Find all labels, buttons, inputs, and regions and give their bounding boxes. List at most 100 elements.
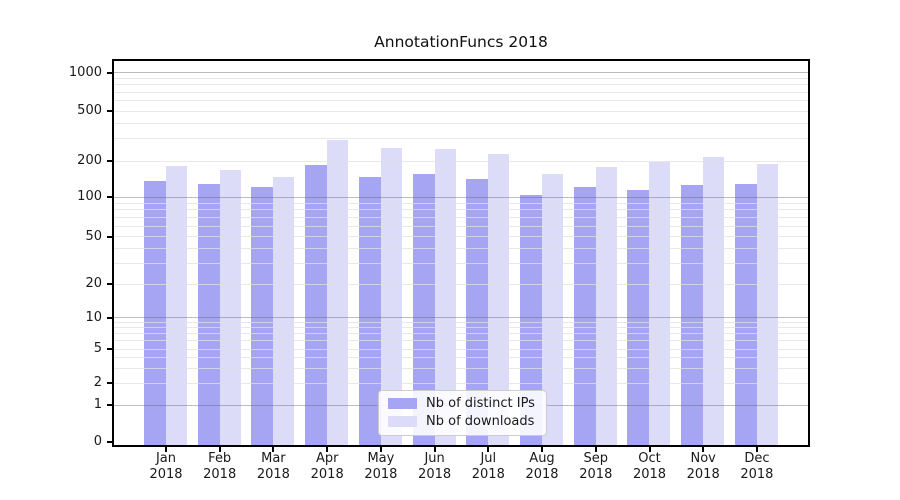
bar-nb-of-distinct-ips-mar-2018 xyxy=(251,186,274,445)
x-tick-label-jan-2018: Jan 2018 xyxy=(134,451,198,483)
x-tick-mark-aug xyxy=(541,447,543,452)
x-tick-label-jun-2018: Jun 2018 xyxy=(403,451,467,483)
month-name: Nov xyxy=(690,451,716,466)
x-tick-mark-oct xyxy=(648,447,651,452)
legend-item-distinct-ips: Nb of distinct IPs xyxy=(388,396,536,411)
bar-nb-of-distinct-ips-nov-2018 xyxy=(681,184,704,445)
y-tick-mark-50 xyxy=(107,235,113,238)
x-tick-label-dec-2018: Dec 2018 xyxy=(725,451,789,483)
y-tick-mark-200 xyxy=(107,160,113,162)
month-year: 2018 xyxy=(418,467,452,482)
x-tick-mark-sep xyxy=(594,447,597,452)
y-tick-label-1000: 1000 xyxy=(68,64,102,80)
legend-item-downloads: Nb of downloads xyxy=(388,414,536,429)
month-name: Dec xyxy=(744,451,770,466)
month-year: 2018 xyxy=(686,467,720,482)
bar-nb-of-downloads-may-2018 xyxy=(380,148,402,445)
bar-nb-of-downloads-jun-2018 xyxy=(434,148,456,445)
y-tick-label-20: 20 xyxy=(85,276,102,291)
month-year: 2018 xyxy=(149,467,183,482)
month-year: 2018 xyxy=(579,467,613,482)
bar-nb-of-downloads-feb-2018 xyxy=(219,170,241,445)
y-tick-mark-5 xyxy=(107,348,113,350)
y-tick-label-500: 500 xyxy=(77,103,102,118)
x-tick-mark-feb xyxy=(218,447,221,452)
y-tick-label-1: 1 xyxy=(93,397,102,412)
y-tick-label-200: 200 xyxy=(77,153,102,168)
x-tick-mark-dec xyxy=(755,447,758,452)
month-year: 2018 xyxy=(310,467,344,482)
y-tick-mark-100 xyxy=(107,196,113,198)
x-tick-mark-nov xyxy=(702,447,705,452)
bar-nb-of-downloads-mar-2018 xyxy=(273,176,295,445)
gridline-minor-500 xyxy=(114,110,808,112)
bar-nb-of-downloads-dec-2018 xyxy=(756,163,778,445)
month-year: 2018 xyxy=(364,467,398,482)
bar-nb-of-distinct-ips-oct-2018 xyxy=(627,190,650,445)
bar-nb-of-distinct-ips-feb-2018 xyxy=(197,184,220,445)
x-tick-label-may-2018: May 2018 xyxy=(349,451,413,483)
month-year: 2018 xyxy=(256,467,290,482)
gridline-minor-800 xyxy=(114,84,808,86)
bar-nb-of-downloads-aug-2018 xyxy=(542,173,564,445)
bar-nb-of-downloads-jan-2018 xyxy=(166,165,187,445)
bar-nb-of-distinct-ips-dec-2018 xyxy=(734,183,757,445)
gridline-minor-300 xyxy=(114,138,808,140)
gridline-minor-600 xyxy=(114,100,808,102)
legend-label-distinct-ips: Nb of distinct IPs xyxy=(426,396,535,411)
legend-label-downloads: Nb of downloads xyxy=(426,414,535,429)
y-tick-label-0: 0 xyxy=(93,434,102,449)
month-year: 2018 xyxy=(740,467,774,482)
x-tick-label-aug-2018: Aug 2018 xyxy=(510,451,574,483)
y-tick-label-10: 10 xyxy=(85,309,102,325)
bar-nb-of-downloads-oct-2018 xyxy=(649,162,671,445)
bar-nb-of-distinct-ips-sep-2018 xyxy=(573,187,596,445)
y-tick-mark-500 xyxy=(107,110,113,112)
x-tick-label-nov-2018: Nov 2018 xyxy=(671,451,735,483)
y-tick-label-100: 100 xyxy=(77,189,102,204)
bar-nb-of-distinct-ips-jun-2018 xyxy=(412,174,435,445)
legend-swatch-distinct-ips xyxy=(388,398,417,409)
x-tick-mark-apr xyxy=(326,447,329,452)
x-tick-mark-jul xyxy=(487,447,490,452)
x-tick-label-feb-2018: Feb 2018 xyxy=(188,451,252,483)
legend-swatch-downloads xyxy=(388,416,417,427)
y-tick-label-5: 5 xyxy=(93,341,102,356)
month-name: Feb xyxy=(208,451,232,466)
x-tick-mark-mar xyxy=(272,447,275,452)
gridline-minor-700 xyxy=(114,91,808,93)
y-tick-mark-20 xyxy=(107,283,113,285)
month-name: Jan xyxy=(155,451,177,466)
x-tick-label-sep-2018: Sep 2018 xyxy=(564,451,628,483)
month-name: Oct xyxy=(638,451,661,466)
gridline-minor-900 xyxy=(114,77,808,79)
month-name: Sep xyxy=(583,451,609,466)
bar-nb-of-downloads-nov-2018 xyxy=(703,157,725,445)
gridline-major-1000 xyxy=(114,72,808,73)
y-tick-mark-0 xyxy=(107,441,113,443)
month-name: May xyxy=(367,451,395,466)
month-year: 2018 xyxy=(525,467,559,482)
y-tick-label-50: 50 xyxy=(85,228,102,244)
bar-nb-of-distinct-ips-may-2018 xyxy=(358,176,381,445)
plot-area: Nb of distinct IPs Nb of downloads xyxy=(114,61,808,445)
month-year: 2018 xyxy=(632,467,667,482)
bar-nb-of-downloads-sep-2018 xyxy=(595,167,617,445)
x-tick-label-oct-2018: Oct 2018 xyxy=(618,451,682,483)
bar-nb-of-downloads-apr-2018 xyxy=(327,139,349,445)
month-name: Jul xyxy=(480,451,497,466)
x-tick-label-jul-2018: Jul 2018 xyxy=(456,451,520,483)
x-tick-mark-jun xyxy=(433,447,436,452)
month-name: Apr xyxy=(315,451,339,466)
x-tick-label-mar-2018: Mar 2018 xyxy=(241,451,305,483)
y-tick-label-2: 2 xyxy=(93,375,102,390)
y-tick-mark-10 xyxy=(107,316,113,319)
month-name: Aug xyxy=(529,451,555,466)
month-name: Mar xyxy=(261,451,286,466)
bar-nb-of-distinct-ips-apr-2018 xyxy=(305,165,328,445)
bar-nb-of-distinct-ips-jul-2018 xyxy=(466,178,489,445)
bar-nb-of-distinct-ips-jan-2018 xyxy=(144,181,166,445)
legend: Nb of distinct IPs Nb of downloads xyxy=(378,390,547,436)
y-tick-mark-2 xyxy=(107,382,113,384)
x-tick-mark-jan xyxy=(165,447,167,452)
